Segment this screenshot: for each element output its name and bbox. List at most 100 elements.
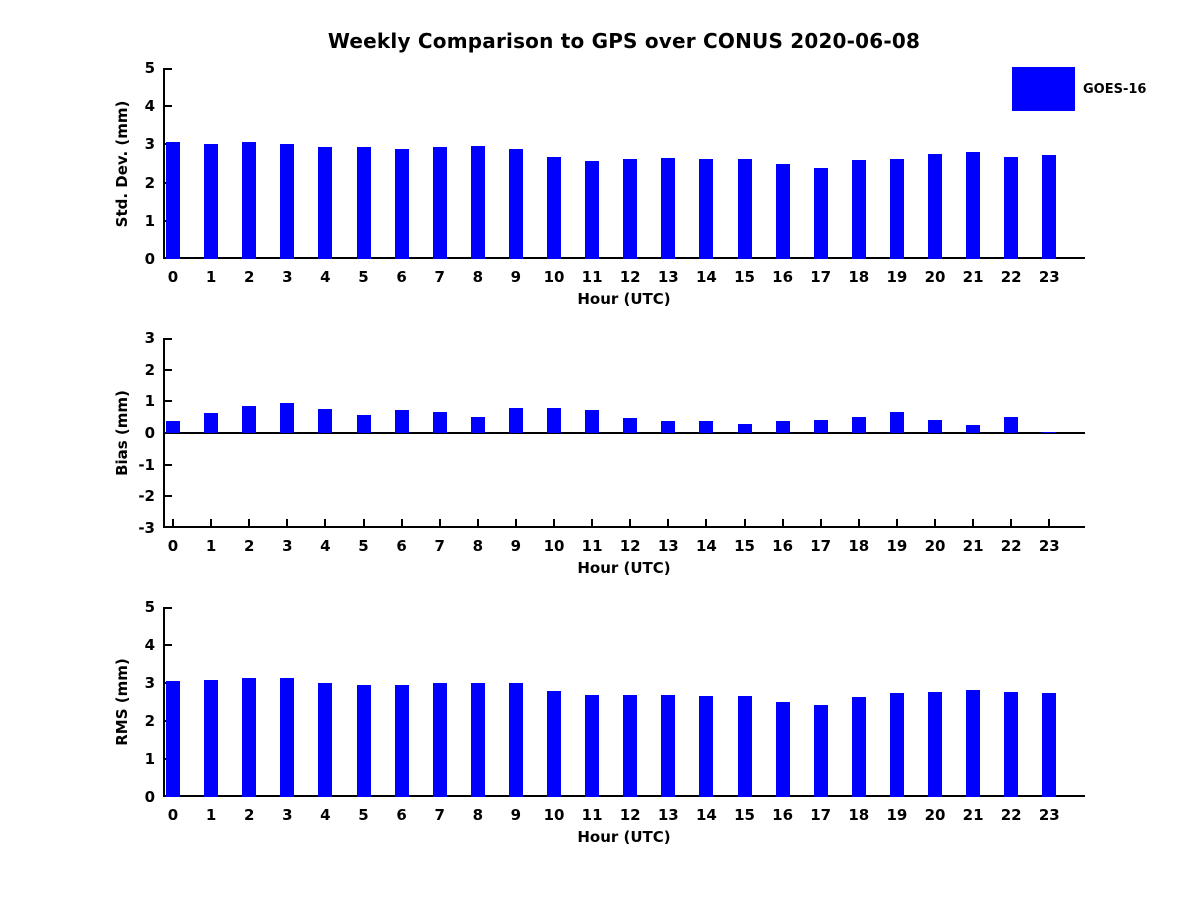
x-tick-label: 23: [1038, 268, 1060, 286]
x-tick-label: 1: [205, 806, 217, 824]
x-tick-label: 7: [434, 268, 445, 286]
y-tick: [165, 720, 172, 722]
x-tick-label: 21: [962, 806, 984, 824]
y-tick: [165, 105, 172, 108]
x-tick-label: 10: [543, 537, 565, 555]
x-tick-label: 3: [282, 268, 293, 286]
y-tick-label: 0: [144, 250, 155, 268]
y-tick: [165, 219, 172, 222]
bar-hour-6: [394, 149, 409, 259]
x-axis-bottom-line: [163, 257, 1085, 259]
x-tick: [286, 519, 289, 526]
y-tick: [165, 68, 172, 70]
x-tick: [972, 788, 975, 795]
x-tick-label: 22: [1000, 806, 1022, 824]
x-tick-label: 8: [472, 806, 484, 824]
x-tick-label: 2: [243, 537, 255, 555]
bar-hour-9: [508, 407, 523, 433]
x-tick: [476, 250, 479, 257]
x-tick: [210, 788, 213, 795]
y-tick-label: 2: [144, 173, 155, 192]
bar-hour-8: [470, 416, 485, 433]
x-tick: [743, 519, 746, 526]
y-tick-label: 5: [144, 598, 155, 616]
x-axis-bottom-line: [163, 526, 1085, 528]
bar-hour-21: [966, 151, 981, 259]
bar-hour-10: [547, 407, 561, 433]
bar-hour-0: [166, 142, 180, 259]
x-tick: [286, 788, 289, 795]
x-tick-label: 9: [510, 537, 522, 555]
y-tick: [165, 682, 172, 684]
x-tick: [324, 250, 327, 257]
bar-hour-22: [1004, 416, 1019, 433]
x-tick: [667, 788, 670, 795]
bar-hour-22: [1004, 156, 1019, 259]
bar-hour-17: [813, 167, 828, 259]
bar-hour-11: [585, 695, 600, 797]
x-tick-label: 5: [358, 806, 369, 824]
y-tick-label: -3: [138, 519, 155, 537]
x-tick: [705, 250, 708, 257]
x-tick: [324, 788, 327, 795]
x-tick-label: 11: [581, 537, 603, 555]
bar-hour-0: [166, 421, 180, 433]
x-tick: [819, 519, 822, 526]
bar-hour-20: [928, 154, 942, 259]
x-tick-label: 9: [510, 268, 522, 286]
bar-hour-11: [585, 160, 600, 259]
x-tick: [210, 250, 213, 257]
x-tick-label: 19: [886, 806, 908, 824]
x-tick-label: 1: [205, 537, 217, 555]
x-tick: [476, 519, 479, 526]
x-tick: [972, 519, 975, 526]
y-tick: [165, 181, 172, 184]
y-tick-label: -2: [138, 487, 155, 506]
x-tick-label: 16: [772, 268, 794, 286]
x-tick: [591, 519, 594, 526]
y-axis-line: [163, 338, 165, 528]
x-tick-label: 22: [1000, 537, 1022, 555]
plot-area-std-dev: 0 1 2 3 4 5 0 1 2 3 4 5 6 7 8 9 10 11 12 13 14 15 16 17 18 19 20 21…: [145, 59, 1085, 286]
x-tick-label: 6: [396, 806, 407, 824]
chart-title: Weekly Comparison to GPS over CONUS 2020…: [327, 29, 921, 53]
x-tick-label: 8: [472, 268, 484, 286]
y-tick: [165, 338, 172, 340]
x-tick: [362, 250, 365, 257]
bar-hour-11: [585, 409, 600, 433]
x-tick: [781, 788, 784, 795]
x-tick-label: 17: [810, 268, 832, 286]
zero-baseline: [163, 432, 1085, 434]
bar-hour-14: [699, 158, 714, 259]
y-tick-label: 5: [144, 59, 155, 77]
x-tick-label: 18: [848, 537, 870, 555]
x-tick: [553, 788, 555, 795]
x-tick: [438, 788, 441, 795]
x-tick: [1048, 250, 1051, 257]
y-tick-label: 2: [144, 360, 155, 379]
x-tick-label: 5: [358, 537, 369, 555]
y-tick: [165, 495, 172, 498]
x-tick: [1010, 788, 1013, 795]
bar-hour-5: [356, 684, 371, 797]
x-tick-label: 4: [320, 537, 331, 555]
x-tick-label: 7: [434, 806, 445, 824]
x-tick-label: 6: [396, 537, 407, 555]
bar-hour-18: [851, 697, 866, 797]
x-tick-label: 4: [320, 268, 331, 286]
x-tick: [781, 250, 784, 257]
x-tick-label: 22: [1000, 268, 1022, 286]
x-axis-label-bias: Hour (UTC): [577, 559, 671, 577]
y-tick-label: 3: [144, 135, 155, 154]
bar-hour-0: [166, 681, 180, 797]
bar-hour-10: [547, 157, 561, 259]
bar-hour-6: [394, 410, 409, 433]
x-tick: [438, 250, 441, 257]
bar-hour-13: [661, 694, 676, 797]
x-tick: [248, 250, 251, 257]
bar-hour-7: [432, 147, 447, 259]
x-tick: [362, 788, 365, 795]
x-tick: [819, 250, 822, 257]
